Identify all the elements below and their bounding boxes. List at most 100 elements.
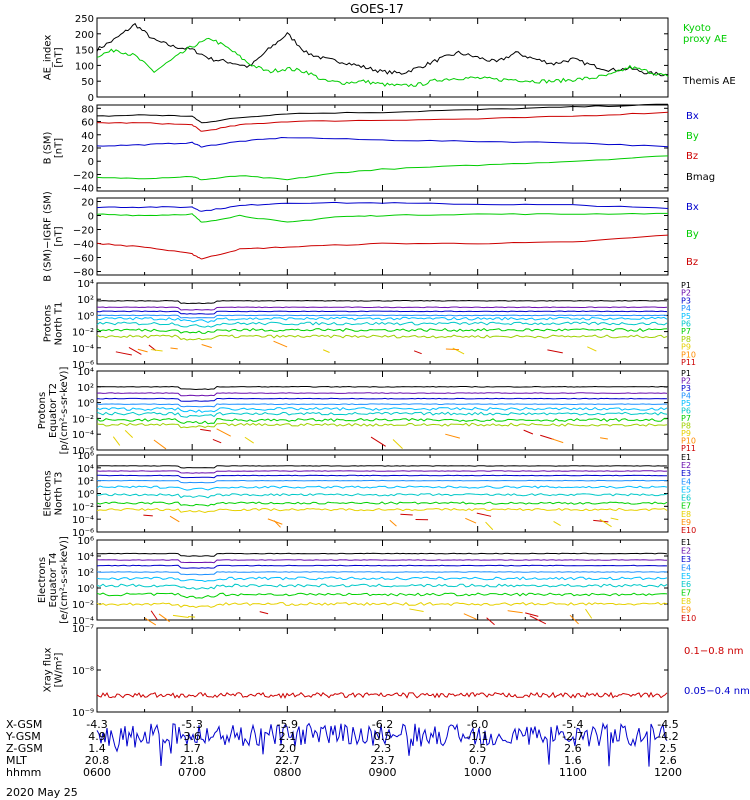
channel-fragment: [158, 613, 170, 623]
footer-value: 0.5: [374, 730, 392, 743]
y-axis-label: Equator T2: [48, 383, 59, 438]
channel-line: [96, 564, 668, 569]
channel-fragment: [551, 438, 564, 444]
channel-label: P3: [681, 384, 691, 393]
channel-fragment: [400, 513, 413, 516]
panel-frame: [96, 627, 669, 713]
footer-value: 2.3: [374, 742, 392, 755]
footer-row-label: Z-GSM: [6, 742, 43, 755]
series-line: [96, 22, 669, 77]
footer-value: -4.5: [657, 718, 678, 731]
channel-fragment: [529, 615, 547, 625]
legend-entry: Bx: [686, 202, 699, 213]
y-tick-label: 10⁰: [77, 399, 94, 410]
channel-label: P4: [681, 392, 691, 401]
channel-label: E5: [681, 485, 691, 494]
footer-row-label: MLT: [6, 754, 27, 767]
channel-line: [96, 397, 668, 402]
channel-fragment: [188, 615, 196, 618]
y-axis-label: [nT]: [54, 47, 65, 67]
y-axis-label: [W/m²]: [54, 652, 65, 687]
series-line: [96, 37, 669, 88]
panel-frame: [96, 370, 669, 451]
y-axis-label: North T1: [54, 302, 65, 346]
channel-fragment: [553, 520, 561, 526]
series-line: [96, 201, 669, 212]
channel-label: P8: [681, 335, 691, 344]
channel-label: P6: [681, 320, 691, 329]
series-line: [96, 155, 669, 181]
channel-line: [96, 485, 668, 491]
footer-value: -5.3: [181, 718, 202, 731]
footer-value: -6.2: [372, 718, 393, 731]
channel-fragment: [322, 349, 330, 353]
channel-fragment: [547, 349, 563, 354]
channel-line: [96, 422, 668, 429]
channel-label: E9: [681, 518, 691, 527]
footer-value: -2.7: [562, 730, 583, 743]
channel-line: [96, 314, 668, 319]
channel-fragment: [593, 519, 609, 523]
y-tick-label: 10⁻⁴: [72, 616, 94, 627]
channel-label: P9: [681, 343, 691, 352]
channel-label: P10: [681, 350, 696, 359]
channel-line: [96, 501, 668, 507]
series-line: [96, 136, 669, 148]
channel-fragment: [587, 346, 597, 352]
y-tick-label: 0: [88, 93, 94, 104]
channel-line: [96, 310, 668, 315]
channel-label: E3: [681, 469, 691, 478]
channel-fragment: [452, 347, 465, 355]
legend-entry: Bmag: [686, 172, 715, 183]
channel-fragment: [144, 617, 157, 626]
channel-label: E8: [681, 597, 691, 606]
channel-label: E10: [681, 614, 696, 623]
y-tick-label: −40: [73, 240, 94, 251]
y-axis-label: B (SM): [43, 131, 54, 164]
footer-value: 21.8: [180, 754, 205, 767]
channel-fragment: [212, 439, 222, 444]
panel-5: Protons Equator T2 [p/(cm²-s-sr-keV)] 10⁴ 10…: [37, 367, 696, 457]
panel-frame: [96, 104, 669, 192]
y-tick-label: 250: [75, 14, 94, 25]
channel-label: P7: [681, 327, 691, 336]
footer-value: 22.7: [275, 754, 300, 767]
channel-label: E2: [681, 461, 691, 470]
panel-3: B (SM)−IGRF (SM) [nT] 20 0 −20 −40 −60 −80 Bx By B…: [43, 191, 699, 282]
y-tick-label: 10⁴: [77, 279, 94, 290]
channel-fragment: [540, 434, 554, 440]
series-line: [96, 103, 668, 124]
footer-value: 0900: [369, 766, 397, 779]
channel-fragment: [170, 347, 178, 350]
y-tick-label: 10⁻⁴: [72, 430, 94, 441]
y-axis-label: [e/(cm²-s-sr-keV)]: [59, 536, 70, 624]
footer-value: 2.0: [279, 742, 297, 755]
y-tick-label: −40: [73, 184, 94, 195]
footer-value: 23.7: [370, 754, 395, 767]
channel-fragment: [216, 428, 231, 437]
series-line: [96, 691, 668, 699]
channel-fragment: [169, 515, 180, 523]
channel-line: [96, 465, 668, 469]
channel-label: P2: [681, 289, 691, 298]
footer-value: 1100: [559, 766, 587, 779]
channel-label: E3: [681, 555, 691, 564]
channel-fragment: [150, 349, 163, 352]
y-axis-label: North T3: [54, 472, 65, 516]
channel-line: [96, 321, 668, 328]
footer-value: 1.4: [88, 742, 106, 755]
channel-line: [97, 474, 667, 479]
y-tick-label: 10⁻²: [72, 328, 94, 339]
channel-line: [96, 406, 668, 413]
channel-label: P4: [681, 304, 691, 313]
y-axis-label: B (SM)−IGRF (SM): [43, 191, 54, 282]
series-line: [96, 111, 669, 132]
legend-entry: 0.1−0.8 nm: [684, 646, 743, 657]
y-tick-label: 0: [88, 212, 94, 223]
channel-label: E5: [681, 572, 691, 581]
footer-value: 1.6: [564, 754, 582, 767]
channel-fragment: [465, 517, 477, 524]
y-tick-label: −20: [73, 226, 94, 237]
channel-fragment: [273, 520, 281, 528]
y-tick-label: 10⁻⁶: [72, 446, 94, 457]
